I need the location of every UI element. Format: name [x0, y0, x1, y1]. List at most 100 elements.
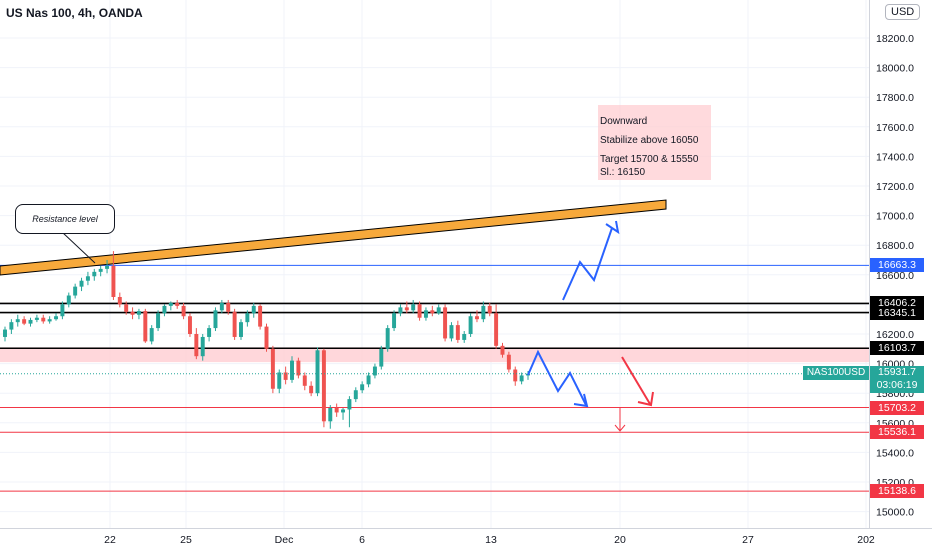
candle-body — [430, 310, 435, 314]
price-level-label: 15703.2 — [870, 400, 924, 415]
analysis-note[interactable]: Downward Stabilize above 16050 Target 15… — [598, 105, 711, 180]
candle-body — [226, 302, 231, 312]
callout-pointer — [61, 231, 96, 264]
candle — [481, 301, 486, 323]
price-level-label: 16103.7 — [870, 341, 924, 356]
red-arrow-head — [637, 391, 654, 407]
candle — [245, 310, 250, 327]
candle — [494, 304, 499, 349]
grid — [0, 0, 869, 528]
resistance-callout[interactable]: Resistance level — [15, 204, 115, 234]
candle — [513, 366, 518, 386]
candle-body — [360, 384, 365, 391]
candle — [194, 328, 199, 360]
candle-body — [347, 399, 352, 410]
candle-body — [117, 297, 122, 305]
candle-body — [181, 305, 186, 317]
price-level-label: 15138.6 — [870, 484, 924, 499]
candle — [264, 323, 269, 352]
candle — [162, 304, 167, 317]
candle-body — [66, 295, 71, 305]
candle — [15, 314, 20, 327]
candle-body — [436, 307, 441, 314]
time-tick: 6 — [359, 534, 365, 546]
candle — [66, 292, 71, 308]
candle — [296, 357, 301, 379]
candle — [430, 305, 435, 317]
target-marker-head — [614, 424, 626, 432]
candle-body — [290, 360, 294, 380]
candle-body — [328, 408, 333, 422]
candle-body — [392, 313, 397, 329]
price-tick: 16200.0 — [876, 329, 914, 341]
bullish-path[interactable] — [562, 227, 613, 301]
candle-body — [302, 375, 307, 386]
candle-body — [296, 360, 301, 376]
candle-body — [85, 276, 90, 281]
candle — [404, 301, 409, 314]
candle — [462, 331, 467, 343]
price-level-label: 15536.1 — [870, 425, 924, 440]
candle-body — [411, 304, 416, 311]
candle — [258, 304, 263, 330]
candle-body — [506, 354, 511, 370]
price-tick: 17800.0 — [876, 92, 914, 104]
candle — [232, 308, 237, 340]
current-price: 15931.7 — [878, 366, 916, 378]
current-price-label: 15931.7 03:06:19 — [870, 366, 924, 393]
candle-body — [474, 316, 479, 320]
candle — [105, 260, 110, 274]
candle-body — [309, 385, 314, 394]
candle — [47, 316, 52, 324]
resistance-trendline[interactable] — [0, 199, 667, 276]
candle-body — [251, 305, 256, 314]
candle — [436, 304, 441, 315]
candles — [3, 251, 530, 429]
price-tick: 16600.0 — [876, 270, 914, 282]
candle — [187, 313, 192, 337]
candle — [213, 307, 218, 332]
candle-body — [423, 310, 428, 318]
candle-body — [277, 372, 282, 389]
candle — [468, 313, 473, 337]
candle-body — [9, 322, 14, 330]
price-tick: 17600.0 — [876, 122, 914, 134]
candle — [270, 345, 275, 394]
candle — [251, 302, 256, 318]
note-line: Stabilize above 16050 — [600, 135, 699, 146]
price-tick: 15400.0 — [876, 447, 914, 459]
candle — [334, 403, 339, 417]
arrow-head-down — [573, 393, 589, 408]
candle-body — [385, 328, 390, 349]
candle-body — [79, 280, 84, 287]
note-line: Sl.: 16150 — [600, 167, 646, 178]
candle-body — [213, 310, 218, 329]
arrow-head-up — [605, 220, 620, 235]
candle-body — [443, 307, 448, 339]
candle-body — [124, 304, 129, 312]
candle — [372, 363, 377, 379]
support-zone — [0, 347, 869, 363]
candle-body — [47, 319, 52, 322]
currency-button[interactable]: USD — [885, 4, 921, 20]
candle-body — [366, 375, 371, 385]
candle-body — [98, 268, 103, 272]
candle-body — [105, 265, 110, 269]
candle-body — [232, 311, 237, 337]
time-tick: 202 — [857, 534, 875, 546]
candle — [200, 334, 205, 361]
candle — [111, 251, 116, 300]
candle-body — [239, 322, 243, 337]
bearish-path[interactable] — [527, 349, 587, 406]
red-target-arrow[interactable] — [621, 356, 651, 405]
candle — [347, 396, 352, 428]
price-axis: 18200.0 18000.0 17800.0 17600.0 17400.0 17200… — [876, 33, 914, 519]
candle — [79, 277, 84, 292]
candle — [449, 322, 454, 342]
price-tick: 17000.0 — [876, 211, 914, 223]
candle-body — [111, 265, 116, 297]
candle — [417, 301, 422, 321]
candle — [283, 366, 288, 385]
candle — [117, 292, 122, 308]
